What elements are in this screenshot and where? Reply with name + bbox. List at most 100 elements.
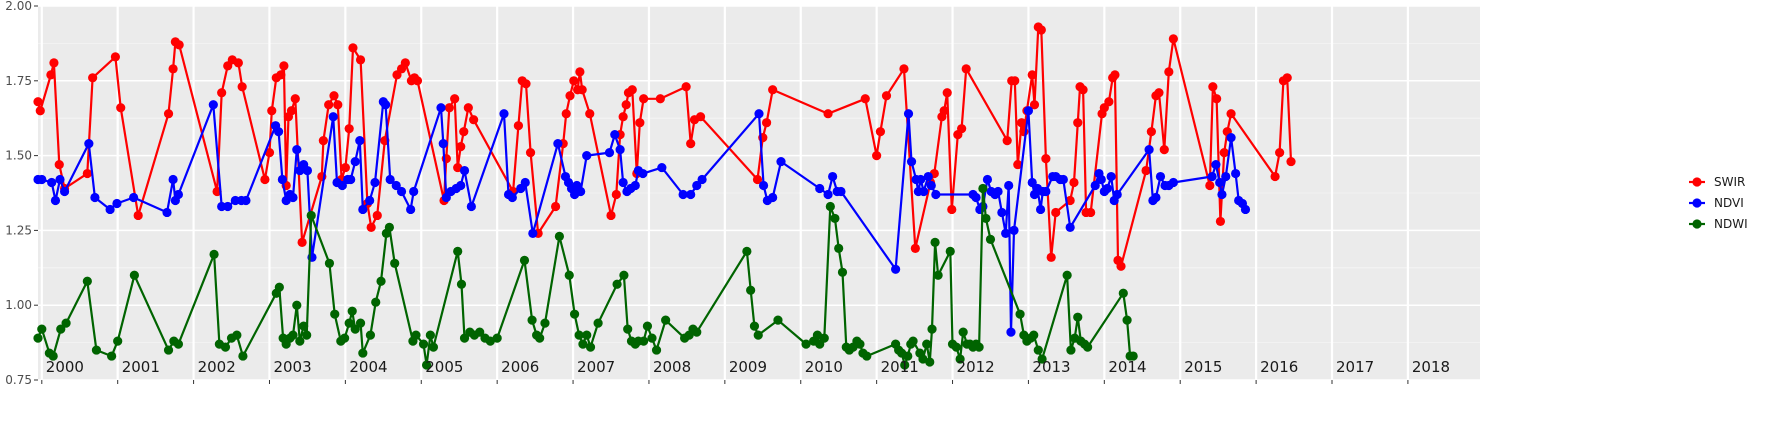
year-label: 2015 (1184, 358, 1222, 376)
year-label: 2008 (653, 358, 691, 376)
data-point-ndwi (91, 345, 102, 355)
data-point-swir (1205, 180, 1215, 191)
series-ndvi (33, 97, 1251, 337)
data-point-swir (639, 94, 649, 104)
data-point-ndwi (425, 330, 435, 340)
data-point-swir (267, 106, 277, 116)
year-label: 2002 (198, 358, 236, 376)
data-point-ndvi (105, 204, 115, 215)
year-label: 2016 (1260, 358, 1298, 376)
data-point-ndvi (686, 189, 696, 200)
data-point-swir (575, 67, 585, 77)
data-point-swir (46, 70, 56, 80)
data-point-swir (961, 64, 971, 74)
data-point-swir (276, 70, 286, 80)
data-point-ndvi (692, 180, 702, 191)
data-point-swir (88, 73, 98, 83)
data-point-ndwi (830, 213, 840, 224)
data-point-ndwi (340, 333, 350, 343)
data-point-ndvi (507, 192, 517, 203)
data-point-swir (82, 168, 92, 179)
data-point-ndvi (997, 207, 1007, 218)
data-point-swir (611, 189, 621, 200)
data-point-ndvi (1112, 189, 1122, 200)
data-point-swir (1212, 94, 1222, 104)
data-point-swir (899, 64, 909, 74)
legend-key-point (1692, 219, 1702, 229)
data-point-ndvi (1155, 171, 1166, 182)
data-point-swir (635, 118, 645, 128)
data-point-ndwi (908, 336, 918, 346)
data-point-ndvi (350, 156, 360, 167)
data-point-ndvi (1058, 174, 1068, 185)
data-point-ndwi (274, 282, 284, 292)
data-point-ndvi (919, 186, 929, 197)
legend-label-ndwi: NDWI (1714, 217, 1748, 231)
data-point-swir (1065, 195, 1075, 206)
data-point-ndvi (385, 174, 395, 185)
data-point-swir (1051, 207, 1061, 218)
data-point-ndvi (90, 192, 100, 203)
data-point-ndwi (376, 276, 386, 286)
year-label: 2003 (273, 358, 311, 376)
data-point-ndwi (978, 183, 988, 194)
data-point-swir (348, 43, 358, 53)
data-point-ndwi (554, 231, 564, 241)
data-point-ndvi (993, 186, 1003, 197)
data-point-ndwi (647, 333, 657, 343)
data-point-swir (412, 76, 423, 86)
data-point-ndvi (657, 162, 667, 173)
data-point-swir (942, 88, 952, 98)
data-point-swir (618, 112, 628, 122)
data-point-ndvi (604, 148, 615, 158)
data-point-ndwi (475, 327, 485, 337)
data-point-ndvi (1096, 174, 1106, 185)
data-point-ndwi (330, 309, 340, 319)
data-point-ndwi (48, 351, 58, 361)
data-point-ndwi (453, 246, 463, 256)
data-point-ndvi (1207, 171, 1217, 182)
data-point-swir (33, 97, 43, 107)
legend-key-point (1692, 177, 1702, 187)
data-point-swir (1029, 100, 1040, 110)
data-point-ndwi (834, 243, 844, 253)
data-point-ndvi (836, 186, 846, 197)
data-point-ndvi (406, 204, 416, 215)
data-point-ndwi (220, 342, 231, 352)
year-label: 2001 (122, 358, 160, 376)
data-point-ndvi (1217, 189, 1227, 200)
data-point-ndvi (292, 145, 302, 155)
data-point-swir (561, 109, 571, 119)
data-point-ndwi (582, 330, 592, 340)
data-point-ndvi (37, 174, 47, 185)
legend-label-ndvi: NDVI (1714, 196, 1744, 210)
data-point-ndvi (1009, 225, 1019, 235)
data-point-ndwi (344, 318, 354, 328)
data-point-ndwi (355, 318, 366, 328)
data-point-ndwi (578, 339, 588, 349)
data-point-swir (217, 88, 227, 98)
data-point-ndvi (302, 165, 313, 176)
data-point-ndwi (773, 315, 783, 325)
data-point-ndvi (758, 180, 769, 191)
data-point-ndwi (418, 339, 429, 349)
data-point-swir (875, 127, 886, 137)
data-point-swir (1215, 216, 1226, 227)
y-tick-label: 1.75 (5, 74, 32, 88)
data-point-ndwi (350, 324, 360, 334)
data-point-ndvi (768, 192, 778, 203)
data-point-ndwi (1073, 312, 1083, 322)
data-point-swir (1141, 165, 1151, 176)
data-point-ndwi (1015, 309, 1025, 319)
year-label: 2018 (1412, 358, 1450, 376)
data-point-swir (655, 94, 665, 104)
data-point-ndwi (411, 330, 421, 340)
data-point-ndvi (436, 103, 446, 113)
data-point-ndwi (925, 357, 935, 367)
data-point-ndvi (823, 189, 833, 200)
data-point-ndvi (576, 186, 586, 197)
data-point-ndvi (438, 139, 448, 149)
data-point-ndwi (746, 285, 756, 295)
data-point-ndvi (288, 192, 298, 203)
data-point-swir (1041, 153, 1051, 164)
